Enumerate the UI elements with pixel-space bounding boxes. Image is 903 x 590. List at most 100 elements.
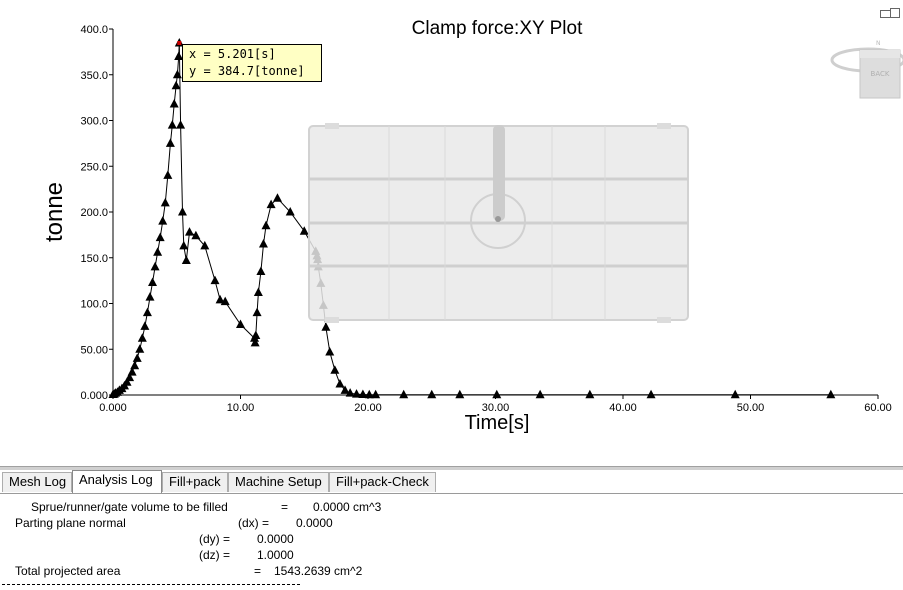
data-point-marker[interactable] (364, 389, 374, 399)
data-point-marker[interactable] (258, 239, 268, 248)
data-point-marker[interactable] (179, 240, 189, 250)
data-point-marker[interactable] (181, 255, 191, 264)
data-point-marker[interactable] (330, 365, 340, 374)
y-tick-label: 150.0 (80, 253, 108, 265)
data-point-marker[interactable] (285, 207, 295, 216)
data-point-marker[interactable] (130, 360, 140, 370)
data-point-marker[interactable] (399, 389, 409, 399)
data-point-marker[interactable] (730, 389, 740, 399)
data-point-tooltip: x = 5.201[s] y = 384.7[tonne] (182, 44, 322, 82)
view-cube-icon[interactable]: BACK N (828, 38, 903, 100)
data-point-marker[interactable] (135, 344, 145, 353)
data-point-marker[interactable] (455, 389, 465, 399)
data-point-marker[interactable] (177, 207, 187, 216)
log-dy-label: (dy) = (199, 532, 231, 546)
plot-area[interactable]: Clamp force:XY Plot 0.000 50.00 100.0 150.0… (0, 0, 903, 466)
data-point-marker[interactable] (266, 199, 276, 209)
panel-splitter[interactable] (0, 466, 903, 470)
data-point-marker[interactable] (325, 346, 335, 356)
tab-fill-pack-check[interactable]: Fill+pack-Check (329, 472, 436, 492)
data-point-marker[interactable] (256, 266, 266, 275)
data-point-marker[interactable] (646, 389, 656, 399)
restore-window-button[interactable] (878, 6, 900, 20)
data-point-marker[interactable] (335, 379, 345, 388)
data-point-marker[interactable] (158, 216, 168, 225)
log-parting-label: Parting plane normal (15, 516, 126, 530)
x-tick-label: 60.00 (864, 402, 892, 414)
log-dx-value: 0.0000 (296, 516, 333, 530)
data-point-marker[interactable] (252, 307, 262, 317)
log-area-equals: = (254, 564, 262, 578)
tab-machine-setup[interactable]: Machine Setup (228, 472, 329, 492)
data-point-marker[interactable] (250, 337, 260, 347)
data-point-marker[interactable] (220, 296, 230, 306)
data-point-marker[interactable] (153, 247, 163, 256)
clamp-force-chart[interactable]: Clamp force:XY Plot 0.000 50.00 100.0 150.0… (0, 0, 903, 466)
data-point-marker[interactable] (299, 226, 309, 235)
data-point-marker[interactable] (191, 230, 201, 240)
data-point-marker[interactable] (171, 80, 181, 90)
data-point-marker[interactable] (140, 321, 150, 330)
data-point-marker[interactable] (200, 240, 210, 250)
data-point-marker[interactable] (261, 220, 271, 230)
x-tick-label: 20.00 (354, 402, 382, 414)
data-point-marker[interactable] (251, 330, 261, 340)
analysis-log-panel[interactable]: Sprue/runner/gate volume to be filled = … (0, 494, 903, 590)
y-tick-label: 400.0 (80, 24, 108, 36)
data-point-marker[interactable] (125, 372, 135, 382)
data-point-marker[interactable] (150, 261, 160, 271)
y-tick-label: 100.0 (80, 299, 108, 311)
data-point-marker[interactable] (155, 232, 165, 242)
y-tick-label: 200.0 (80, 207, 108, 219)
data-point-marker[interactable] (272, 193, 282, 202)
data-point-marker[interactable] (174, 51, 184, 60)
data-point-marker[interactable] (371, 389, 381, 399)
data-point-marker[interactable] (163, 170, 173, 179)
selected-point-marker[interactable] (177, 40, 182, 45)
data-point-marker[interactable] (345, 388, 355, 397)
log-tab-bar: Mesh Log Analysis Log Fill+pack Machine … (0, 470, 903, 494)
data-point-marker[interactable] (826, 389, 836, 399)
data-point-marker[interactable] (145, 292, 155, 301)
data-point-marker[interactable] (176, 120, 186, 129)
x-tick-label: 30.00 (482, 402, 510, 414)
data-point-marker[interactable] (340, 385, 350, 394)
data-point-marker[interactable] (160, 197, 170, 207)
x-axis-label: Time[s] (465, 412, 530, 434)
data-point-marker[interactable] (492, 389, 502, 399)
data-point-marker[interactable] (253, 287, 263, 297)
data-point-marker[interactable] (185, 227, 194, 236)
data-point-marker[interactable] (215, 294, 225, 304)
data-point-marker[interactable] (122, 377, 132, 386)
log-dy-value: 0.0000 (257, 532, 294, 546)
data-point-marker[interactable] (165, 138, 175, 147)
data-point-marker[interactable] (585, 389, 595, 399)
tooltip-y-value: y = 384.7[tonne] (189, 64, 305, 78)
data-point-marker[interactable] (427, 389, 437, 399)
tooltip-x-value: x = 5.201[s] (189, 47, 276, 61)
x-tick-label: 40.00 (609, 402, 637, 414)
data-point-marker[interactable] (148, 277, 158, 286)
data-point-marker[interactable] (137, 333, 147, 342)
data-point-marker[interactable] (169, 99, 179, 108)
data-point-marker[interactable] (172, 69, 182, 79)
data-point-marker[interactable] (321, 322, 331, 331)
data-point-marker[interactable] (236, 319, 245, 329)
y-axis-label: tonne (41, 182, 68, 242)
log-dz-value: 1.0000 (257, 548, 294, 562)
y-tick-label: 50.00 (80, 344, 108, 356)
tab-fill-pack[interactable]: Fill+pack (162, 472, 228, 492)
log-area-value: 1543.2639 cm^2 (274, 564, 363, 578)
data-point-marker[interactable] (142, 307, 152, 317)
data-point-marker[interactable] (132, 353, 142, 362)
tab-analysis-log[interactable]: Analysis Log (72, 470, 162, 493)
data-point-marker[interactable] (127, 367, 137, 376)
y-tick-label: 300.0 (80, 116, 108, 128)
log-area-label: Total projected area (15, 564, 121, 578)
data-point-marker[interactable] (535, 389, 545, 399)
tab-mesh-log[interactable]: Mesh Log (2, 472, 72, 492)
data-point-marker[interactable] (167, 120, 177, 129)
data-point-marker[interactable] (210, 275, 220, 285)
data-point-marker[interactable] (358, 389, 368, 399)
data-point-marker[interactable] (352, 389, 362, 398)
